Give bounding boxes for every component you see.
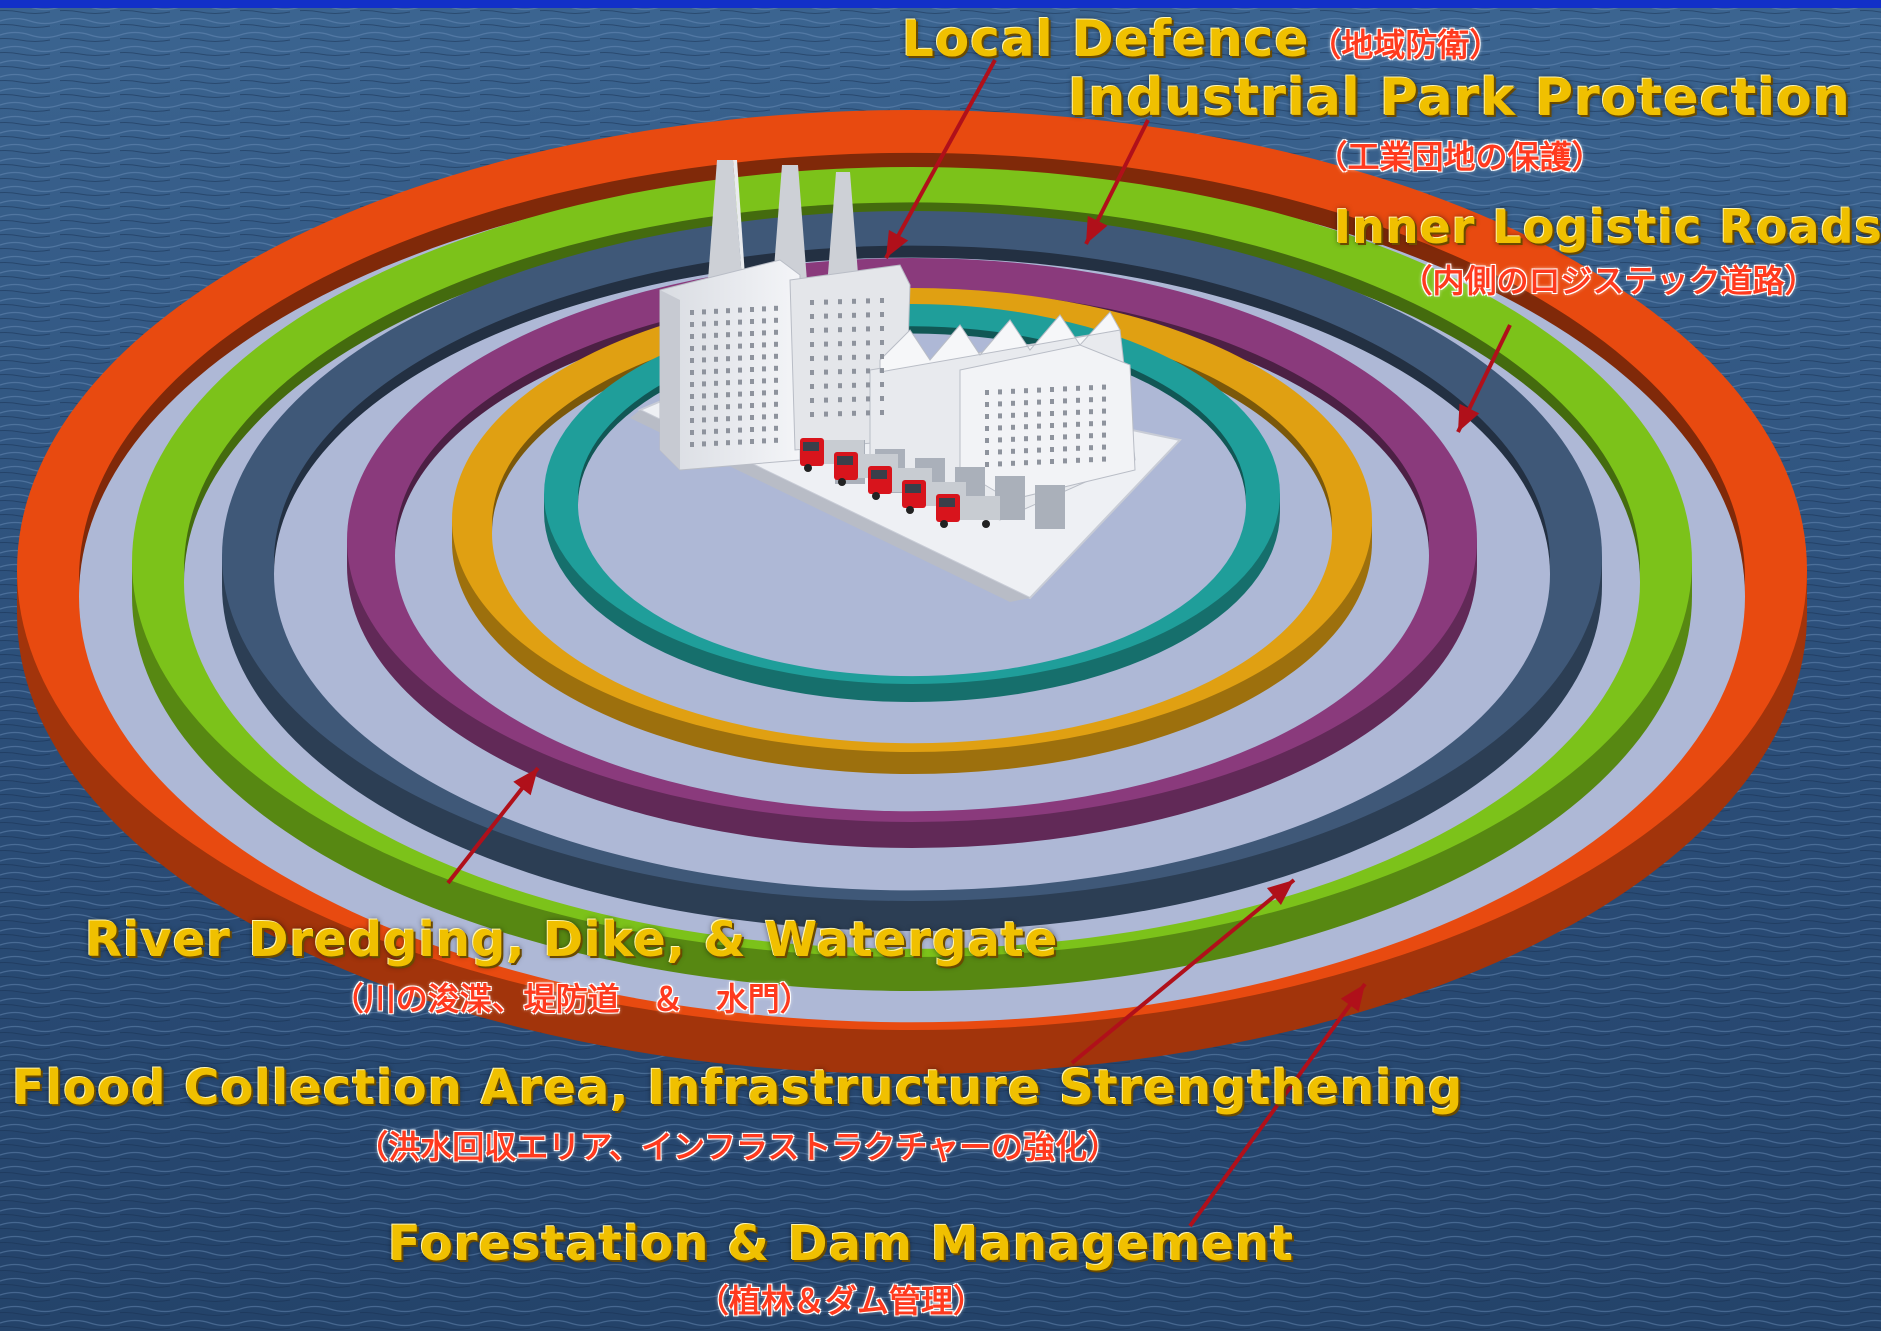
arrow-inner-logistic — [1456, 324, 1512, 433]
label-inner-logistic-en: Inner Logistic Roads — [1334, 200, 1881, 254]
truck-icon — [902, 480, 966, 514]
label-forestation-en: Forestation & Dam Management — [388, 1216, 1295, 1272]
label-local-defence-en: Local Defence — [902, 10, 1310, 68]
truck-icon — [936, 494, 1000, 528]
label-forestation: Forestation & Dam Management （植林＆ダム管理） — [388, 1216, 1294, 1322]
label-industrial-park-en: Industrial Park Protection — [1068, 68, 1851, 128]
label-forestation-jp: （植林＆ダム管理） — [697, 1282, 986, 1320]
arrows — [446, 59, 1512, 1228]
label-flood-collection-en: Flood Collection Area, Infrastructure St… — [12, 1060, 1464, 1116]
arrow-industrial-park — [1084, 119, 1150, 245]
label-industrial-park: Industrial Park Protection （工業団地の保護） — [1068, 68, 1851, 178]
arrow-local-defence — [884, 59, 997, 259]
label-flood-collection-jp: （洪水回収エリア、インフラストラクチャーの強化） — [356, 1128, 1120, 1166]
arrow-forestation — [1188, 982, 1367, 1228]
arrow-flood-collection — [1070, 878, 1296, 1065]
arrow-river-dredging — [446, 766, 540, 885]
top-accent-bar — [0, 0, 1881, 8]
label-local-defence-jp: （地域防衛） — [1309, 26, 1502, 64]
label-river-dredging-en: River Dredging, Dike, & Watergate — [85, 912, 1059, 968]
label-local-defence: Local Defence（地域防衛） — [902, 10, 1501, 68]
label-flood-collection: Flood Collection Area, Infrastructure St… — [12, 1060, 1463, 1168]
label-industrial-park-jp: （工業団地の保護） — [1315, 138, 1604, 176]
label-inner-logistic-jp: （内側のロジステック道路） — [1400, 262, 1817, 300]
label-inner-logistic: Inner Logistic Roads （内側のロジステック道路） — [1334, 200, 1881, 302]
label-river-dredging-jp: （川の浚渫、堤防道 ＆ 水門） — [331, 980, 812, 1018]
label-river-dredging: River Dredging, Dike, & Watergate （川の浚渫、… — [85, 912, 1058, 1020]
factory-icon — [630, 160, 1182, 602]
